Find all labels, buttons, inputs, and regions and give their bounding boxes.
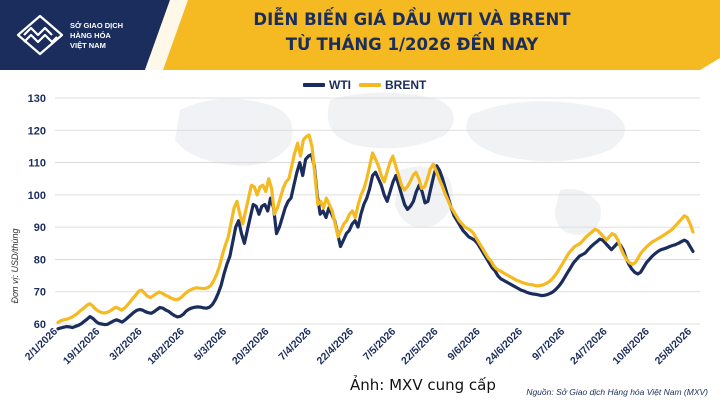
logo-line-3: VIỆT NAM bbox=[70, 41, 106, 50]
x-tick-label: 18/2/2026 bbox=[145, 326, 187, 368]
x-tick-label: 25/8/2026 bbox=[653, 326, 695, 368]
x-tick-label: 7/5/2026 bbox=[361, 326, 398, 363]
x-tick-label: 9/7/2026 bbox=[530, 326, 567, 363]
series-layer bbox=[56, 133, 695, 331]
y-tick-label: 90 bbox=[34, 222, 46, 234]
x-tick-labels: 2/1/2026 19/1/2026 3/2/2026 18/2/2026 5/3/20… bbox=[23, 326, 694, 368]
series-line-brent bbox=[56, 133, 695, 324]
y-tick-label: 130 bbox=[28, 93, 46, 105]
x-tick-label: 3/2/2026 bbox=[107, 326, 144, 363]
source-note: Nguồn: Sở Giao dịch Hàng hóa Việt Nam (M… bbox=[526, 387, 708, 397]
legend-label-wti: WTI bbox=[329, 78, 351, 92]
chart-title-line-1: DIỄN BIẾN GIÁ DẦU WTI VÀ BRENT bbox=[253, 10, 571, 29]
y-tick-labels: 60 70 80 90 100 110 120 130 bbox=[28, 93, 46, 331]
x-tick-label: 2/1/2026 bbox=[23, 326, 60, 363]
legend-item-wti: WTI bbox=[303, 78, 351, 92]
y-axis-label: Đơn vị: USD/thùng bbox=[10, 229, 20, 304]
y-tick-label: 60 bbox=[34, 319, 46, 331]
x-tick-label: 9/6/2026 bbox=[445, 326, 482, 363]
x-tick-label: 22/4/2026 bbox=[314, 326, 356, 368]
legend-swatch-wti bbox=[303, 83, 325, 87]
x-tick-label: 7/4/2026 bbox=[276, 326, 313, 363]
photo-caption: Ảnh: MXV cung cấp bbox=[350, 376, 496, 394]
y-tick-label: 70 bbox=[34, 287, 46, 299]
line-chart: 60 70 80 90 100 110 120 130 2/1/2026 19/1/2026 3/… bbox=[10, 93, 700, 368]
y-tick-label: 120 bbox=[28, 125, 46, 137]
legend-swatch-brent bbox=[359, 83, 381, 87]
y-tick-label: 100 bbox=[28, 190, 46, 202]
x-tick-label: 24/7/2026 bbox=[568, 326, 610, 368]
y-tick-label: 110 bbox=[28, 158, 46, 170]
legend-item-brent: BRENT bbox=[359, 78, 426, 92]
chart-legend: WTI BRENT bbox=[303, 75, 426, 95]
series-line-wti bbox=[56, 152, 695, 331]
logo-line-1: SỞ GIAO DỊCH bbox=[70, 21, 124, 30]
x-tick-label: 5/3/2026 bbox=[192, 326, 229, 363]
grid-layer bbox=[55, 97, 700, 325]
logo-mark-icon bbox=[16, 14, 64, 56]
x-tick-label: 10/8/2026 bbox=[610, 326, 652, 368]
x-tick-label: 24/6/2026 bbox=[484, 326, 526, 368]
legend-label-brent: BRENT bbox=[385, 78, 427, 92]
x-tick-label: 19/1/2026 bbox=[61, 326, 103, 368]
x-tick-label: 20/3/2026 bbox=[230, 326, 272, 368]
chart-title-line-2: TỪ THÁNG 1/2026 ĐẾN NAY bbox=[285, 35, 539, 54]
header: SỞ GIAO DỊCH HÀNG HÓA VIỆT NAM DIỄN BIẾN… bbox=[0, 0, 720, 70]
y-tick-label: 80 bbox=[34, 254, 46, 266]
mxv-logo: SỞ GIAO DỊCH HÀNG HÓA VIỆT NAM bbox=[14, 12, 124, 58]
x-tick-label: 22/5/2026 bbox=[399, 326, 441, 368]
logo-line-2: HÀNG HÓA bbox=[70, 31, 111, 40]
